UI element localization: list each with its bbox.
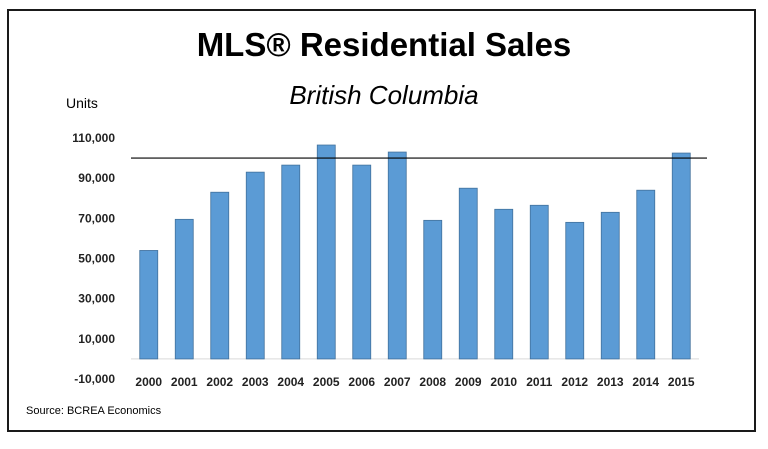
bar-2015 (671, 152, 691, 360)
bar-2007 (387, 151, 407, 360)
y-axis-label: Units (66, 95, 98, 111)
x-tick-label: 2012 (561, 375, 588, 389)
y-tick-label: 70,000 (78, 211, 115, 225)
bar-2000 (139, 250, 159, 360)
x-tick-label: 2015 (668, 375, 695, 389)
bar-2008 (423, 219, 443, 360)
x-tick-label: 2000 (135, 375, 162, 389)
chart-title: MLS® Residential Sales (196, 26, 572, 63)
x-tick-label: 2005 (313, 375, 340, 389)
bar-2013 (600, 211, 620, 360)
x-tick-label: 2011 (526, 375, 552, 389)
x-tick-label: 2013 (597, 375, 624, 389)
y-tick-label: 30,000 (78, 292, 115, 306)
bar-2001 (174, 218, 194, 360)
y-tick-label: 110,000 (72, 131, 115, 145)
y-tick-label: -10,000 (74, 372, 115, 386)
chart-subtitle: British Columbia (289, 80, 479, 110)
x-tick-label: 2004 (277, 375, 304, 389)
bar-2006 (352, 164, 372, 360)
bar-2002 (210, 191, 230, 360)
x-tick-label: 2006 (348, 375, 375, 389)
x-tick-label: 2002 (206, 375, 233, 389)
bar-2009 (458, 187, 478, 360)
bar-2011 (529, 204, 549, 360)
x-tick-label: 2001 (171, 375, 198, 389)
bar-2004 (281, 164, 301, 360)
x-tick-label: 2009 (455, 375, 482, 389)
y-tick-label: 10,000 (78, 332, 115, 346)
chart-frame (7, 9, 756, 432)
x-tick-label: 2007 (384, 375, 411, 389)
y-tick-label: 50,000 (78, 252, 115, 266)
x-tick-label: 2008 (419, 375, 446, 389)
bar-2003 (245, 171, 265, 360)
bar-2010 (494, 208, 514, 360)
bar-2005 (316, 144, 336, 360)
bar-2014 (636, 189, 656, 360)
x-tick-label: 2014 (632, 375, 659, 389)
bar-2012 (565, 221, 585, 360)
source-note: Source: BCREA Economics (26, 405, 162, 417)
x-tick-label: 2003 (242, 375, 269, 389)
x-tick-label: 2010 (490, 375, 517, 389)
y-tick-label: 90,000 (78, 171, 115, 185)
